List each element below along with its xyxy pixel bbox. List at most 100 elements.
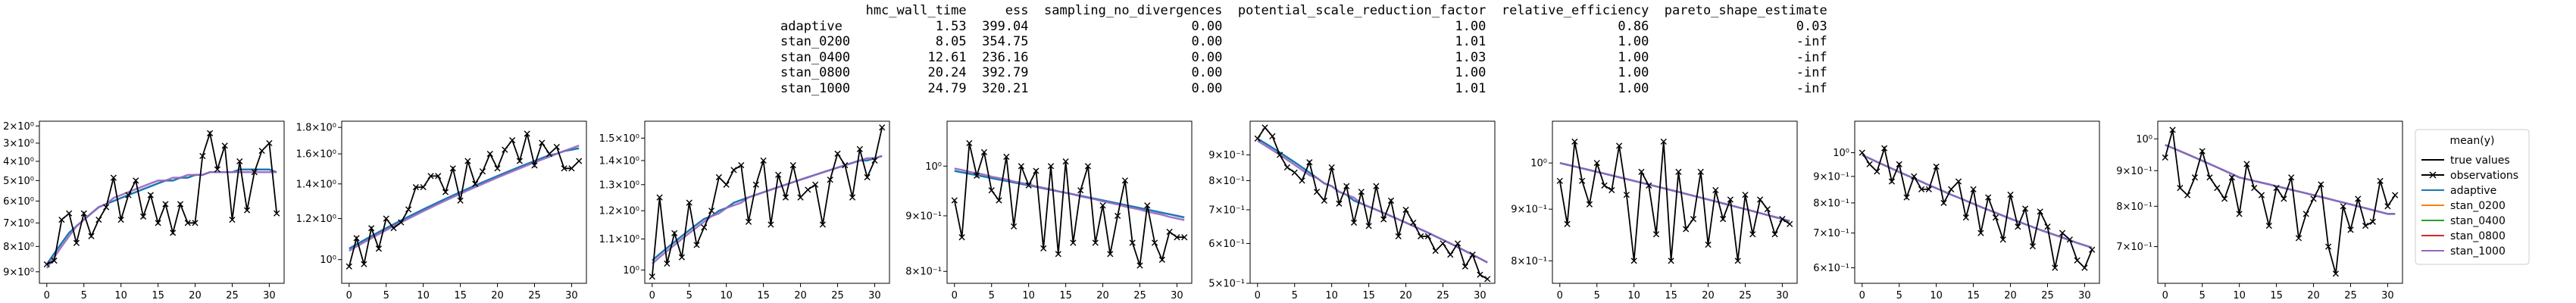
- observation-point: [1881, 145, 1888, 152]
- observation-point: [1003, 153, 1010, 161]
- observation-point: [1615, 142, 1623, 149]
- observation-point: [2281, 195, 2287, 202]
- y-tick: 10⁰: [320, 255, 342, 266]
- observation-point: [375, 245, 383, 252]
- y-tick: 2×10⁰: [3, 121, 39, 133]
- observation-point: [827, 176, 833, 183]
- observation-point: [1328, 164, 1335, 171]
- observation-point: [760, 157, 767, 164]
- stats-row: adaptive 1.53 399.04 0.00 1.00 0.86 0.03: [780, 18, 1827, 34]
- observation-point: [568, 165, 575, 172]
- observation-point: [1940, 199, 1947, 207]
- x-tick-label: 10: [1627, 290, 1640, 301]
- stats-row: stan_0400 12.61 236.16 0.00 1.03 1.00 -i…: [780, 49, 1827, 65]
- y-tick: 7×10⁻¹: [1813, 228, 1855, 239]
- observation-point: [1440, 240, 1446, 247]
- observation-point: [1306, 159, 1313, 166]
- series-line-stan_1000: [349, 145, 580, 252]
- y-tick-label: 1.3×10⁰: [599, 180, 639, 191]
- observation-point: [398, 219, 405, 226]
- observation-point: [162, 201, 169, 208]
- x-tick-label: 10: [1930, 290, 1943, 301]
- observation-point: [2199, 148, 2206, 155]
- x-tick-label: 0: [2162, 290, 2168, 301]
- y-tick-label: 7×10⁻¹: [2116, 242, 2152, 253]
- observations-line: [348, 133, 580, 267]
- observation-point: [789, 162, 796, 169]
- observation-point: [1040, 245, 1047, 251]
- observation-point: [236, 158, 243, 165]
- legend-entry-observations: observations: [2421, 170, 2518, 182]
- observation-point: [147, 192, 154, 198]
- observations-line: [1257, 126, 1488, 280]
- y-tick-label: 5×10⁰: [3, 176, 34, 187]
- y-tick-label: 7×10⁰: [3, 218, 34, 230]
- observation-point: [1269, 133, 1276, 139]
- x-tick: 15: [454, 283, 467, 301]
- observation-point: [1299, 177, 1305, 184]
- x-tick: 0: [1557, 283, 1563, 301]
- x-tick: 15: [757, 283, 770, 301]
- observation-point: [2066, 236, 2073, 243]
- observation-point: [214, 166, 221, 173]
- x-tick: 10: [1325, 283, 1338, 301]
- y-tick: 9×10⁻¹: [905, 211, 947, 222]
- observation-point: [2169, 127, 2176, 133]
- x-tick: 0: [649, 283, 655, 301]
- y-tick-label: 8×10⁻¹: [905, 267, 942, 278]
- observation-point: [1033, 167, 1039, 174]
- x-tick: 25: [1133, 283, 1146, 301]
- y-tick-label: 1.6×10⁰: [296, 149, 336, 161]
- observation-point: [2007, 191, 2014, 198]
- y-tick-label: 8×10⁰: [3, 242, 34, 253]
- y-tick: 10⁰: [623, 265, 645, 276]
- observation-point: [449, 165, 456, 172]
- observation-point: [1630, 258, 1637, 264]
- chart-panel-2: 0 5 10 15 20 25 30 10⁰ 1.2×10⁰ 1.4×10⁰ 1.6×10⁰ 1.8×…: [296, 120, 587, 301]
- observation-point: [1424, 233, 1432, 240]
- y-tick: 1.5×10⁰: [599, 133, 645, 145]
- x-tick-label: 0: [1859, 290, 1865, 301]
- y-tick-label: 8×10⁻¹: [1813, 198, 1849, 209]
- observation-point: [1911, 173, 1918, 180]
- y-tick-label: 8×10⁻¹: [1208, 176, 1245, 187]
- observation-point: [251, 169, 258, 176]
- y-tick-label: 1.2×10⁰: [599, 206, 639, 217]
- x-tick: 0: [44, 283, 50, 301]
- observation-point: [207, 130, 214, 136]
- observation-point: [1166, 228, 1173, 236]
- observation-point: [2044, 223, 2051, 230]
- x-tick: 5: [1896, 283, 1902, 301]
- x-tick-label: 10: [2233, 290, 2246, 301]
- observation-point: [708, 208, 715, 214]
- observation-point: [1787, 220, 1793, 227]
- chart-panel-5: 0 5 10 15 20 25 30 5×10⁻¹ 6×10⁻¹ 7×10⁻¹ 8×10⁻¹ 9×10…: [1208, 120, 1496, 301]
- x-tick: 15: [152, 283, 164, 301]
- observation-point: [805, 186, 811, 193]
- y-tick: 7×10⁻¹: [1208, 205, 1250, 216]
- observation-point: [1874, 168, 1880, 175]
- y-tick-label: 9×10⁻¹: [1208, 150, 1245, 161]
- observation-point: [1174, 234, 1180, 241]
- observation-point: [2302, 211, 2309, 217]
- y-tick-label: 5×10⁻¹: [1208, 279, 1245, 290]
- observation-point: [664, 260, 671, 267]
- observation-point: [1859, 149, 1865, 156]
- x-tick: 10: [1627, 283, 1640, 301]
- observation-point: [80, 210, 87, 217]
- series-line-adaptive: [651, 155, 883, 261]
- observation-point: [258, 147, 265, 155]
- observation-point: [1047, 163, 1055, 170]
- observation-point: [1261, 124, 1268, 131]
- observation-point: [1365, 223, 1372, 230]
- observation-point: [1690, 216, 1697, 223]
- chart-panel-6: 0 5 10 15 20 25 30 8×10⁻¹ 9×10⁻¹ 10⁰: [1511, 120, 1798, 301]
- observation-point: [353, 235, 360, 242]
- observation-point: [693, 242, 700, 248]
- observation-point: [435, 173, 442, 180]
- x-tick: 0: [346, 283, 352, 301]
- observation-point: [1477, 271, 1483, 278]
- x-tick-label: 0: [1255, 290, 1261, 301]
- stats-row: stan_1000 24.79 320.21 0.00 1.01 1.00 -i…: [780, 80, 1827, 96]
- y-tick: 10⁰: [2136, 134, 2158, 145]
